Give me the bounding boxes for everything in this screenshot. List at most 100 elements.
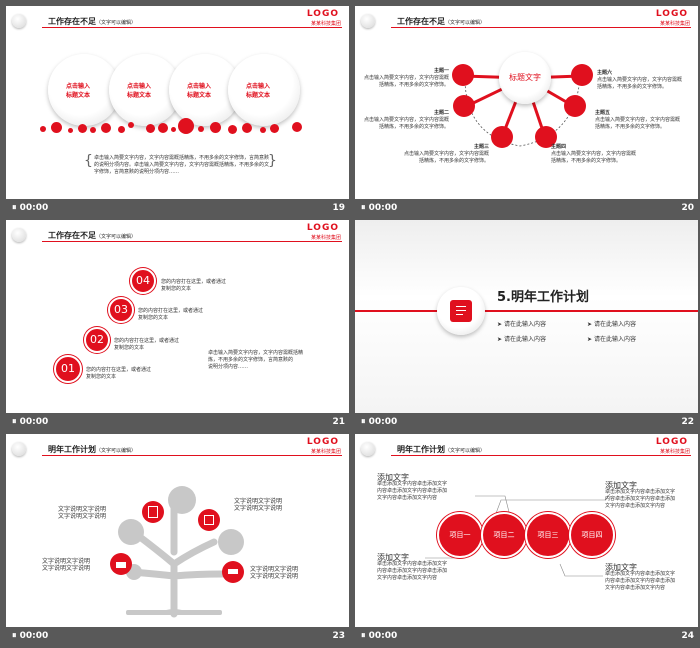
slide-number: 23 [332, 631, 345, 641]
project-circle: 项目三 [525, 512, 571, 558]
document-icon [450, 300, 472, 322]
topic-node [491, 126, 513, 148]
time: 00:00 [368, 417, 398, 427]
text-block: 添加文字 卓击添加文字内容卓击添加文字 内容卓击添加文字内容卓击添加 文字内容卓击添加… [377, 473, 448, 502]
logo-subtitle: 某某科技集团 [310, 235, 341, 241]
slide-21: 工作存在不足（文字可以编辑） LOGO 某某科技集团 04 您的内容打在这里，或… [6, 220, 349, 413]
header-circle [12, 14, 26, 28]
header-circle [12, 228, 26, 242]
logo-subtitle: 某某科技集团 [310, 21, 341, 27]
section-heading: 5.明年工作计划 [497, 290, 589, 305]
header-circle [361, 442, 375, 456]
logo: LOGO [306, 437, 339, 447]
topic-node [564, 95, 586, 117]
red-dot [228, 125, 237, 134]
bubble [228, 54, 300, 126]
text-block: 添加文字 卓击添加文字内容卓击添加文字 内容卓击添加文字内容卓击添加 文字内容卓击添加… [605, 481, 676, 510]
step-circle: 04 [130, 268, 156, 294]
pause-icon[interactable]: ⏸ 00:00 [361, 631, 398, 641]
red-dot [40, 126, 46, 132]
bubble-label: 点击输入 标题文本 [66, 83, 91, 99]
slide-number: 20 [681, 203, 694, 213]
time: 00:00 [19, 417, 49, 427]
red-dot [68, 128, 73, 133]
slide-title: 明年工作计划（文字可以编辑） [397, 445, 486, 454]
slide-22: 5.明年工作计划 ➤ 请在此输入内容 ➤ 请在此输入内容 ➤ 请在此输入内容 ➤… [355, 220, 698, 413]
brace-right: } [268, 153, 277, 169]
pause-icon[interactable]: ⏸ 00:00 [12, 203, 49, 213]
topic-6: 主题六 点击输入简要文字内容，文字内容需概 括精炼，不用多余的文字修饰。 [597, 70, 683, 90]
text-block: 添加文字 卓击添加文字内容卓击添加文字 内容卓击添加文字内容卓击添加 文字内容卓击添加… [377, 553, 448, 582]
pause-icon[interactable]: ⏸ 00:00 [12, 417, 49, 427]
tree-graphic [118, 486, 244, 618]
project-circle: 项目一 [437, 512, 483, 558]
red-dot [178, 118, 194, 134]
logo-subtitle: 某某科技集团 [659, 21, 690, 27]
project-circle: 项目四 [569, 512, 615, 558]
slide-number: 21 [332, 417, 345, 427]
bubble [48, 54, 120, 126]
center-title: 标题文字 [509, 73, 541, 82]
header-line [391, 455, 691, 456]
description: 卓击输入简要文字内容，文字内容需概括精炼，不用多余的文字修饰，言简意赅的说明分项… [94, 155, 270, 175]
red-dot [90, 127, 96, 133]
header-line [42, 27, 342, 28]
slide-title: 明年工作计划（文字可以编辑） [48, 445, 137, 454]
topic-3: 主题三 点击输入简要文字内容，文字内容需概 括精炼，不用多余的文字修饰。 [403, 144, 489, 164]
slide-24: 明年工作计划（文字可以编辑） LOGO 某某科技集团 项目一 项目二 项目三 项… [355, 434, 698, 627]
step-text: 您的内容打在这里，或者通过 复制您的文本 [161, 279, 227, 292]
pen-icon [198, 509, 220, 531]
tree-label: 文字说明文字说明 文字说明文字说明 [250, 566, 299, 580]
header-line [42, 455, 342, 456]
red-dot [171, 127, 176, 132]
person-icon [110, 553, 132, 575]
red-dot [128, 122, 134, 128]
plan-item: ➤ 请在此输入内容 [587, 336, 636, 343]
logo: LOGO [655, 437, 688, 447]
plan-item: ➤ 请在此输入内容 [497, 336, 546, 343]
slide-title: 工作存在不足（文字可以编辑） [48, 231, 137, 240]
step-circle: 02 [84, 327, 110, 353]
red-dot [101, 123, 111, 133]
step-text: 您的内容打在这里，或者通过 复制您的文本 [86, 367, 152, 380]
bubble-label: 点击输入 标题文本 [246, 83, 271, 99]
logo: LOGO [306, 9, 339, 19]
tree-label: 文字说明文字说明 文字说明文字说明 [234, 498, 283, 512]
pause-icon[interactable]: ⏸ 00:00 [361, 203, 398, 213]
slide-19: 工作存在不足（文字可以编辑） LOGO 某某科技集团 点击输入 标题文本 点击输入… [6, 6, 349, 199]
slide-bar: ⏸ 00:00 22 [355, 413, 698, 433]
header-circle [361, 14, 375, 28]
red-dot [78, 124, 87, 133]
slide-title: 工作存在不足（文字可以编辑） [48, 17, 137, 26]
topic-node [571, 64, 593, 86]
time: 00:00 [368, 631, 398, 641]
red-dot [270, 124, 279, 133]
text-block: 添加文字 卓击添加文字内容卓击添加文字 内容卓击添加文字内容卓击添加 文字内容卓击添加… [605, 563, 676, 592]
slide-bar: ⏸ 00:00 20 [355, 199, 698, 219]
step-circle: 03 [108, 297, 134, 323]
red-dot [198, 126, 204, 132]
slide-bar: ⏸ 00:00 24 [355, 627, 698, 647]
slide-title: 工作存在不足（文字可以编辑） [397, 17, 486, 26]
step-text: 您的内容打在这里，或者通过 复制您的文本 [114, 338, 180, 351]
project-circle: 项目二 [481, 512, 527, 558]
slide-23: 明年工作计划（文字可以编辑） LOGO 某某科技集团 文字说明文字说明 文字说明文… [6, 434, 349, 627]
red-dot [158, 123, 168, 133]
slide-number: 24 [681, 631, 694, 641]
time: 00:00 [19, 631, 49, 641]
pause-icon[interactable]: ⏸ 00:00 [12, 631, 49, 641]
header-circle [12, 442, 26, 456]
step-circle: 01 [54, 355, 82, 383]
time: 00:00 [368, 203, 398, 213]
plan-item: ➤ 请在此输入内容 [497, 321, 546, 328]
pause-icon[interactable]: ⏸ 00:00 [361, 417, 398, 427]
bubble-label: 点击输入 标题文本 [187, 83, 212, 99]
description: 卓击输入简要文字内容，文字内容需概括精炼，不用多余的文字修饰，言简意赅的说明分项… [208, 350, 304, 370]
red-dot [260, 127, 266, 133]
slide-20: 工作存在不足（文字可以编辑） LOGO 某某科技集团 标题文字 主题一 点击输入简… [355, 6, 698, 199]
logo-subtitle: 某某科技集团 [310, 449, 341, 455]
topic-2: 主题二 点击输入简要文字内容，文字内容需概 括精炼，不用多余的文字修饰。 [363, 110, 449, 130]
time: 00:00 [19, 203, 49, 213]
red-dot [210, 122, 221, 133]
topic-node [453, 95, 475, 117]
